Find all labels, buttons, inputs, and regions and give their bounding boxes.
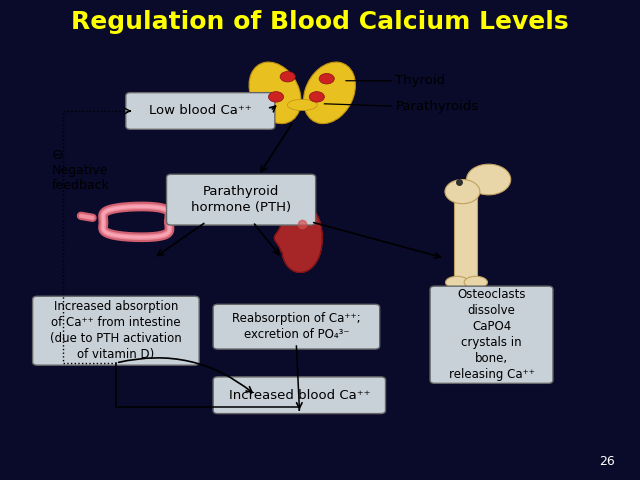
- FancyBboxPatch shape: [213, 304, 380, 349]
- Ellipse shape: [287, 99, 317, 110]
- Bar: [454, 196, 477, 284]
- Polygon shape: [275, 204, 322, 272]
- Circle shape: [467, 164, 511, 195]
- Text: Regulation of Blood Calcium Levels: Regulation of Blood Calcium Levels: [71, 10, 569, 34]
- FancyBboxPatch shape: [166, 174, 316, 225]
- Ellipse shape: [460, 175, 496, 192]
- FancyBboxPatch shape: [33, 296, 199, 365]
- Circle shape: [319, 73, 334, 84]
- Text: Reabsorption of Ca⁺⁺;
excretion of PO₄³⁻: Reabsorption of Ca⁺⁺; excretion of PO₄³⁻: [232, 312, 361, 341]
- FancyBboxPatch shape: [126, 93, 275, 129]
- Ellipse shape: [249, 62, 301, 124]
- Circle shape: [309, 92, 324, 102]
- Circle shape: [445, 180, 480, 204]
- Text: Increased absorption
of Ca⁺⁺ from intestine
(due to PTH activation
of vitamin D): Increased absorption of Ca⁺⁺ from intest…: [50, 300, 182, 361]
- FancyBboxPatch shape: [213, 377, 385, 414]
- Text: Low blood Ca⁺⁺: Low blood Ca⁺⁺: [149, 105, 252, 118]
- FancyBboxPatch shape: [430, 286, 553, 384]
- Ellipse shape: [445, 276, 469, 288]
- Ellipse shape: [464, 276, 488, 288]
- Text: 26: 26: [598, 455, 614, 468]
- Circle shape: [268, 92, 284, 102]
- Text: Increased blood Ca⁺⁺: Increased blood Ca⁺⁺: [228, 389, 370, 402]
- Text: Parathyroid
hormone (PTH): Parathyroid hormone (PTH): [191, 185, 291, 214]
- Text: Negative
feedback: Negative feedback: [52, 164, 109, 192]
- Text: Parathyroids: Parathyroids: [396, 100, 479, 113]
- Text: ⊖: ⊖: [52, 148, 63, 162]
- Circle shape: [280, 72, 295, 82]
- Text: Osteoclasts
dissolve
CaPO4
crystals in
bone,
releasing Ca⁺⁺: Osteoclasts dissolve CaPO4 crystals in b…: [449, 288, 534, 381]
- Text: Thyroid: Thyroid: [396, 74, 445, 87]
- Ellipse shape: [303, 62, 355, 124]
